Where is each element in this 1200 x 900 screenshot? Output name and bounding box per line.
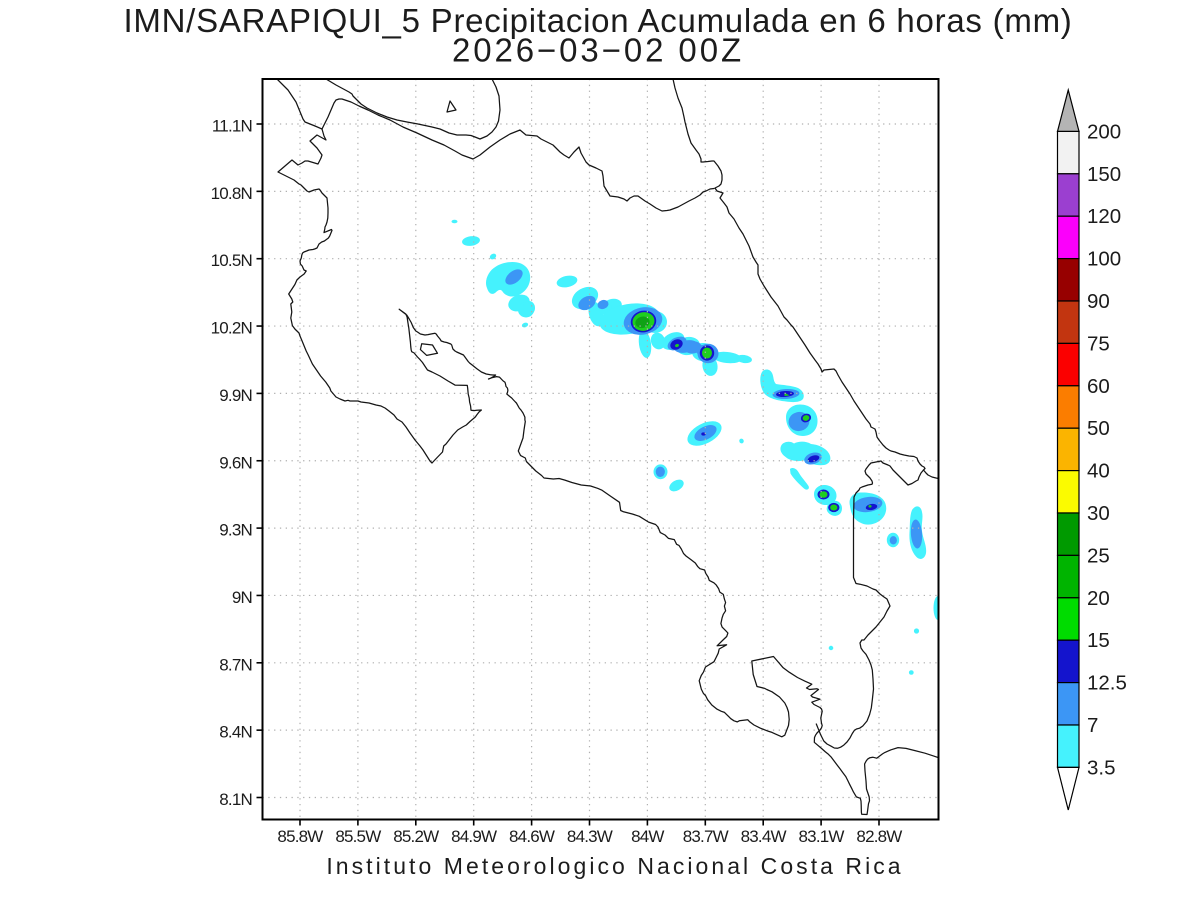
svg-text:83.4W: 83.4W — [741, 827, 787, 846]
svg-text:150: 150 — [1087, 163, 1121, 186]
svg-text:83.7W: 83.7W — [683, 827, 729, 846]
svg-text:9N: 9N — [232, 588, 252, 607]
svg-text:8.7N: 8.7N — [219, 655, 252, 674]
svg-text:7: 7 — [1087, 714, 1098, 737]
svg-text:75: 75 — [1087, 332, 1110, 355]
svg-text:83.1W: 83.1W — [799, 827, 845, 846]
svg-text:8.4N: 8.4N — [219, 723, 252, 742]
svg-text:84.9W: 84.9W — [451, 827, 497, 846]
svg-text:85.2W: 85.2W — [393, 827, 439, 846]
svg-text:11.1N: 11.1N — [212, 117, 252, 136]
svg-text:12.5: 12.5 — [1087, 672, 1127, 695]
svg-text:200: 200 — [1087, 120, 1121, 143]
svg-text:8.1N: 8.1N — [219, 790, 252, 809]
svg-text:2026−03−02 00Z: 2026−03−02 00Z — [452, 32, 744, 69]
svg-text:50: 50 — [1087, 417, 1110, 440]
svg-text:9.9N: 9.9N — [219, 386, 252, 405]
svg-text:100: 100 — [1087, 248, 1121, 271]
svg-text:120: 120 — [1087, 205, 1121, 228]
svg-text:82.8W: 82.8W — [856, 827, 902, 846]
svg-text:10.5N: 10.5N — [211, 251, 252, 270]
svg-text:40: 40 — [1087, 460, 1110, 483]
svg-text:85.5W: 85.5W — [335, 827, 381, 846]
svg-text:10.8N: 10.8N — [211, 184, 252, 203]
svg-text:60: 60 — [1087, 375, 1110, 398]
svg-text:9.6N: 9.6N — [219, 453, 252, 472]
svg-text:10.2N: 10.2N — [211, 319, 252, 338]
svg-text:20: 20 — [1087, 587, 1110, 610]
svg-text:Instituto Meteorologico Nacion: Instituto Meteorologico Nacional Costa R… — [326, 853, 903, 879]
svg-text:84W: 84W — [631, 827, 664, 846]
svg-text:IMN/SARAPIQUI_5 Precipitacion: IMN/SARAPIQUI_5 Precipitacion Acumulada … — [123, 2, 1072, 39]
svg-text:30: 30 — [1087, 502, 1110, 525]
svg-text:90: 90 — [1087, 290, 1110, 313]
svg-text:84.3W: 84.3W — [567, 827, 613, 846]
svg-text:9.3N: 9.3N — [219, 521, 252, 540]
svg-text:15: 15 — [1087, 629, 1110, 652]
svg-text:3.5: 3.5 — [1087, 756, 1116, 779]
svg-text:84.6W: 84.6W — [509, 827, 555, 846]
svg-text:25: 25 — [1087, 544, 1110, 567]
svg-text:85.8W: 85.8W — [277, 827, 323, 846]
